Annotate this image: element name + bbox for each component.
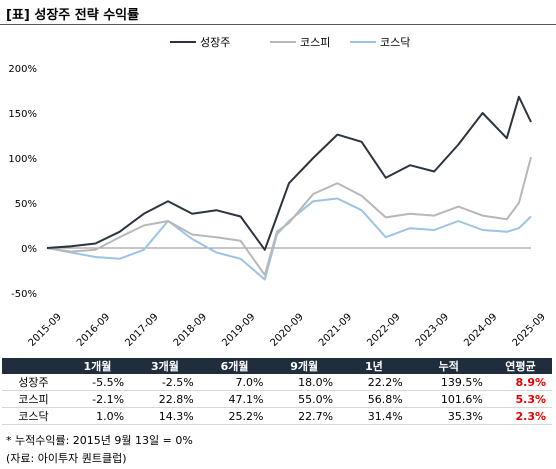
x-tick-label: 2023-09: [414, 312, 451, 349]
page-title: [표] 성장주 전략 수익률: [6, 8, 140, 23]
table-row: 코스피 -2.1% 22.8% 47.1% 55.0% 56.8% 101.6%…: [2, 390, 552, 408]
y-tick-label: 100%: [8, 154, 37, 165]
table-row: 성장주 -5.5% -2.5% 7.0% 18.0% 22.2% 139.5% …: [2, 374, 552, 391]
table-cell: 22.2%: [339, 374, 409, 391]
table-header: 1년: [339, 358, 409, 374]
table-cell: -5.5%: [64, 374, 131, 391]
legend-label: 성장주: [200, 36, 230, 49]
table-cell: 47.1%: [199, 390, 270, 408]
table-header: 9개월: [269, 358, 340, 374]
table-cell: 101.6%: [408, 390, 489, 408]
table-header: 누적: [408, 358, 489, 374]
table-cell: 1.0%: [64, 407, 131, 425]
table-cell: 22.7%: [269, 407, 340, 425]
footnote-cumulative: * 누적수익률: 2015년 9월 13일 = 0%: [6, 434, 193, 447]
x-tick-label: 2025-09: [511, 312, 548, 349]
table-cell: 22.8%: [130, 390, 200, 408]
annual-return-cell: 5.3%: [488, 390, 552, 408]
row-label: 코스닥: [2, 407, 65, 425]
table-header: 1개월: [64, 358, 131, 374]
y-tick-label: 150%: [8, 109, 37, 120]
x-tick-label: 2020-09: [269, 312, 306, 349]
x-tick-label: 2017-09: [123, 312, 160, 349]
title-divider: [0, 24, 556, 25]
x-tick-label: 2024-09: [462, 312, 499, 349]
table-cell: 35.3%: [408, 407, 489, 425]
table-cell: 18.0%: [269, 374, 340, 391]
table-cell: -2.1%: [64, 390, 131, 408]
x-tick-label: 2021-09: [317, 312, 354, 349]
table-cell: 31.4%: [339, 407, 409, 425]
annual-return-cell: 2.3%: [488, 407, 552, 425]
y-tick-label: -50%: [11, 289, 37, 300]
x-tick-label: 2019-09: [220, 312, 257, 349]
table-header-row: 1개월 3개월 6개월 9개월 1년 누적 연평균: [2, 358, 552, 374]
table-cell: -2.5%: [130, 374, 200, 391]
x-tick-label: 2016-09: [75, 312, 112, 349]
row-label: 성장주: [2, 374, 65, 391]
table-cell: 55.0%: [269, 390, 340, 408]
table-header: 연평균: [488, 358, 552, 374]
table-cell: 14.3%: [130, 407, 200, 425]
table-cell: 56.8%: [339, 390, 409, 408]
row-label: 코스피: [2, 390, 65, 408]
footnote-source: (자료: 아이투자 퀀트클럽): [6, 452, 127, 465]
table-row: 코스닥 1.0% 14.3% 25.2% 22.7% 31.4% 35.3% 2…: [2, 407, 552, 425]
performance-table: 1개월 3개월 6개월 9개월 1년 누적 연평균 성장주 -5.5% -2.5…: [2, 358, 552, 425]
series-line-2: [46, 156, 532, 276]
x-tick-label: 2022-09: [365, 312, 402, 349]
x-tick-label: 2018-09: [172, 312, 209, 349]
series-line-3: [46, 197, 532, 281]
table-header: 3개월: [130, 358, 200, 374]
series-line-1: [46, 95, 532, 251]
annual-return-cell: 8.9%: [488, 374, 552, 391]
line-chart: 200% 150% 100% 50% 0% -50% 2015-09 2016-09 2017-…: [8, 36, 548, 349]
table-cell: 7.0%: [199, 374, 270, 391]
table-cell: 139.5%: [408, 374, 489, 391]
legend-label: 코스닥: [380, 36, 410, 49]
legend-label: 코스피: [300, 36, 330, 49]
x-tick-label: 2015-09: [27, 312, 64, 349]
y-tick-label: 50%: [15, 199, 37, 210]
y-tick-label: 0%: [21, 244, 37, 255]
y-tick-label: 200%: [8, 64, 37, 75]
table-header: [2, 358, 65, 374]
table-cell: 25.2%: [199, 407, 270, 425]
table-header: 6개월: [199, 358, 270, 374]
